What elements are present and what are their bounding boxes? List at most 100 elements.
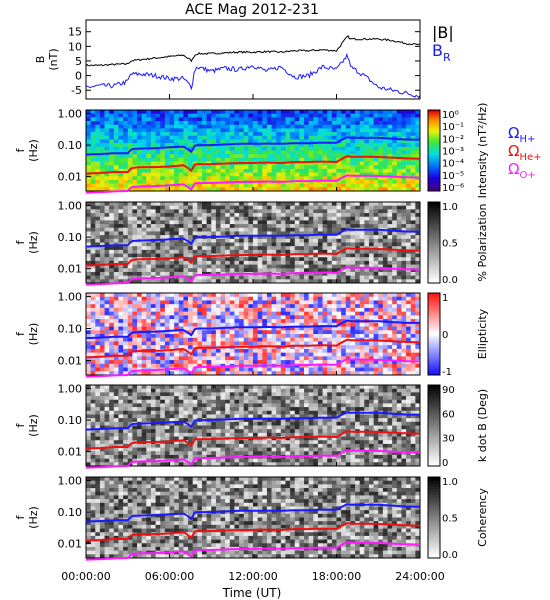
spectrogram-cell xyxy=(396,271,402,276)
spectrogram-cell xyxy=(308,216,314,221)
spectrogram-cell xyxy=(248,168,254,173)
spectrogram-cell xyxy=(368,143,374,148)
spectrogram-cell xyxy=(146,300,152,305)
spectrogram-cell xyxy=(99,356,105,361)
spectrogram-cell xyxy=(239,293,245,298)
spectrogram-cell xyxy=(341,238,347,243)
spectrogram-cell xyxy=(285,209,291,214)
spectrogram-cell xyxy=(137,260,142,265)
spectrogram-cell xyxy=(206,135,212,140)
spectrogram-cell xyxy=(336,143,342,148)
spectrogram-cell xyxy=(341,271,347,276)
spectrogram-cell xyxy=(285,249,291,254)
spectrogram-cell xyxy=(373,360,379,365)
gyrofrequency-line xyxy=(85,338,420,359)
spectrogram-cell xyxy=(331,319,337,324)
spectrogram-cell xyxy=(127,363,133,368)
spectrogram-cell xyxy=(183,227,189,232)
spectrogram-cell xyxy=(95,220,101,225)
spectrogram-cell xyxy=(285,135,291,140)
spectrogram-cell xyxy=(127,213,133,218)
spectrogram-cell xyxy=(341,341,347,346)
spectrogram-cell xyxy=(285,356,291,361)
spectrogram-cell xyxy=(262,231,268,236)
spectrogram-cell xyxy=(299,146,305,151)
spectrogram-cell xyxy=(304,139,309,144)
spectrogram-cell xyxy=(99,326,105,331)
spectrogram-cell xyxy=(401,224,407,229)
spectrogram-cell xyxy=(336,168,342,173)
spectrogram-cell xyxy=(271,356,277,361)
spectrogram-cell xyxy=(211,307,217,312)
spectrogram-cell xyxy=(266,337,272,342)
spectrogram-cell xyxy=(109,337,115,342)
spectrogram-cell xyxy=(192,315,198,320)
spectrogram-cell xyxy=(132,183,138,188)
spectrogram-cell xyxy=(234,213,240,218)
colorbar-segment xyxy=(428,224,440,227)
spectrogram-cell xyxy=(415,275,421,280)
spectrogram-cell xyxy=(257,334,263,339)
spectrogram-cell xyxy=(123,165,129,170)
spectrogram-cell xyxy=(104,113,110,118)
spectrogram-cell xyxy=(410,183,416,188)
spectrogram-cell xyxy=(280,367,286,372)
spectrogram-cell xyxy=(192,307,198,312)
spectrogram-cell xyxy=(253,135,258,140)
spectrogram-cell xyxy=(350,293,356,298)
spectrogram-cell xyxy=(350,242,356,247)
spectrogram-cell xyxy=(123,132,129,137)
spectrogram-cell xyxy=(322,117,328,122)
spectrogram-cell xyxy=(276,128,282,133)
spectrogram-cell xyxy=(150,216,156,221)
spectrogram-cell xyxy=(99,235,105,240)
colorbar-segment xyxy=(428,142,440,145)
spectrogram-cell xyxy=(331,296,337,301)
spectrogram-cell xyxy=(86,216,91,221)
spectrogram-cell xyxy=(104,334,110,339)
spectrogram-cell xyxy=(215,157,221,162)
spectrogram-cell xyxy=(308,304,314,309)
spectrogram-cell xyxy=(304,249,309,254)
spectrogram-cell xyxy=(90,264,96,269)
spectrogram-cell xyxy=(313,113,319,118)
spectrogram-cell xyxy=(164,260,170,265)
spectrogram-cell xyxy=(304,224,309,229)
spectrogram-cell xyxy=(197,268,203,273)
spectrogram-cell xyxy=(113,260,119,265)
spectrogram-cell xyxy=(150,371,156,376)
spectrogram-cell xyxy=(137,187,142,192)
spectrogram-cell xyxy=(271,311,277,316)
spectrogram-cell xyxy=(86,307,91,312)
spectrogram-cell xyxy=(299,128,305,133)
spectrogram-cell xyxy=(382,300,388,305)
spectrogram-cell xyxy=(169,315,175,320)
spectrogram-cell xyxy=(392,264,398,269)
spectrogram-cell xyxy=(355,235,360,240)
spectrogram-cell xyxy=(327,132,333,137)
spectrogram-cell xyxy=(197,341,203,346)
spectrogram-cell xyxy=(248,260,254,265)
spectrogram-cell xyxy=(345,271,351,276)
spectrogram-cell xyxy=(257,132,263,137)
spectrogram-cell xyxy=(355,360,360,365)
spectrogram-cell xyxy=(382,216,388,221)
spectrogram-cell xyxy=(327,253,333,258)
spectrogram-cell xyxy=(368,168,374,173)
spectrogram-cell xyxy=(146,227,152,232)
spectrogram-cell xyxy=(239,128,245,133)
spectrogram-cell xyxy=(150,242,156,247)
spectrogram-cell xyxy=(313,341,319,346)
spectrogram-cell xyxy=(178,319,184,324)
spectrogram-cell xyxy=(290,157,296,162)
spectrogram-cell xyxy=(239,304,245,309)
spectrogram-cell xyxy=(276,260,282,265)
spectrogram-cell xyxy=(192,260,198,265)
spectrogram-cell xyxy=(234,348,240,353)
spectrogram-cell xyxy=(137,220,142,225)
spectrogram-cell xyxy=(253,293,258,298)
spectrogram-cell xyxy=(118,271,124,276)
spectrogram-cell xyxy=(86,436,91,441)
spectrogram-cell xyxy=(341,128,347,133)
spectrogram-cell xyxy=(123,352,129,357)
